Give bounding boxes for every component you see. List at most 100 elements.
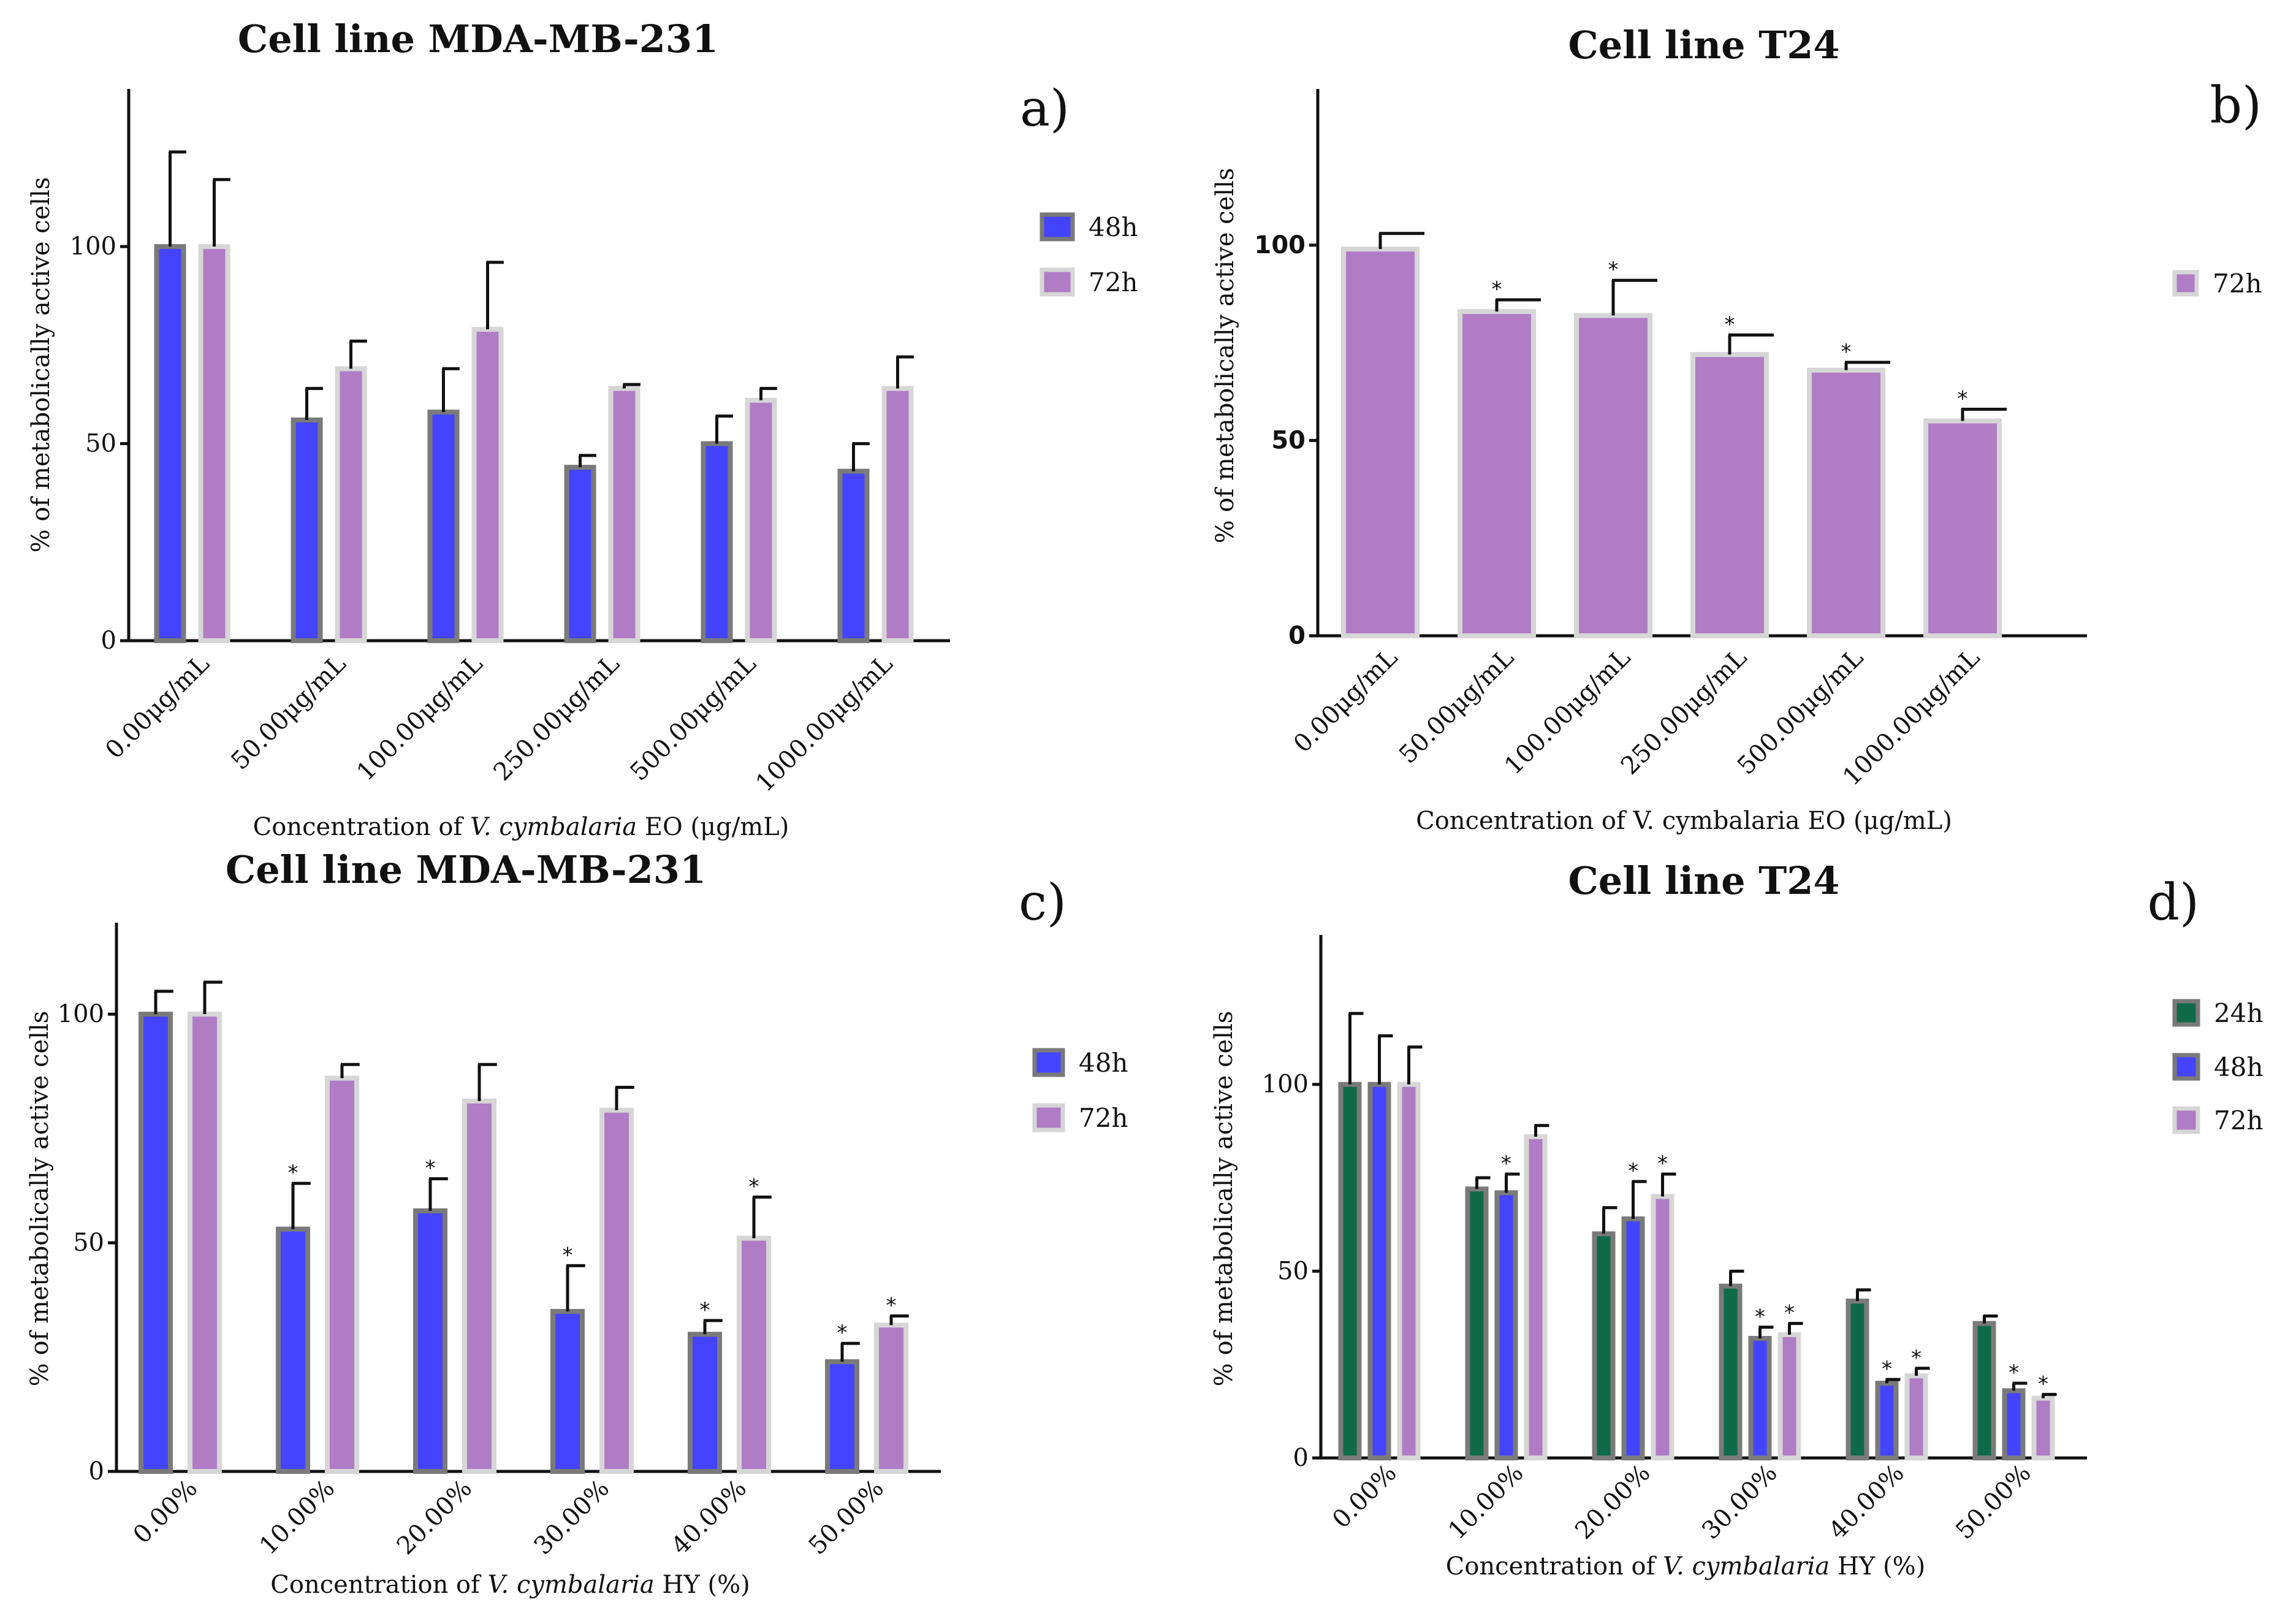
y-tick-label: 100: [70, 232, 116, 261]
legend-label-48h: 48h: [1089, 212, 1138, 242]
y-tick-label: 0: [101, 627, 116, 655]
bar-72h-5: [1923, 418, 2002, 638]
bar-72h-0: [188, 1012, 222, 1474]
bar-48h-1: [1494, 1190, 1518, 1460]
legend-swatch-72h: [1040, 267, 1075, 297]
legend-swatch-48h: [2172, 1053, 2200, 1081]
x-axis-label-part: Concentration of: [1446, 1552, 1663, 1581]
legend-swatch-48h: [1032, 1048, 1065, 1077]
bar-48h-4: [701, 441, 733, 643]
bar-48h-5: [2002, 1388, 2026, 1461]
bar-48h-1: [276, 1226, 310, 1475]
y-axis-label: % of metabolically active cells: [26, 1011, 54, 1387]
bar-48h-3: [1748, 1336, 1772, 1460]
x-tick-label: 40.00%: [1823, 1459, 1909, 1545]
bar-72h-2: [1651, 1194, 1674, 1460]
x-axis-label-part: HY (%): [1830, 1552, 1925, 1581]
legend-label-48h: 48h: [1079, 1048, 1128, 1078]
legend-label-24h: 24h: [2214, 998, 2264, 1028]
bar-24h-4: [1846, 1299, 1869, 1461]
significance-star: *: [1841, 340, 1852, 364]
bar-72h-4: [737, 1235, 771, 1474]
significance-star: *: [2009, 1360, 2019, 1385]
x-tick-label: 40.00%: [666, 1475, 752, 1560]
bar-72h-4: [1904, 1373, 1928, 1460]
bar-48h-3: [550, 1308, 585, 1474]
bar-72h-2: [462, 1098, 496, 1474]
y-tick-label: 0: [89, 1457, 104, 1486]
bar-48h-5: [825, 1359, 859, 1474]
legend-swatch-48h: [1040, 212, 1075, 242]
significance-star: *: [1492, 277, 1502, 302]
x-axis-label-part: Concentration of: [253, 813, 470, 841]
significance-star: *: [749, 1175, 759, 1199]
bar-48h-2: [413, 1208, 447, 1474]
x-tick-label: 10.00%: [254, 1475, 340, 1560]
x-axis-label: Concentration of V. cymbalaria EO (μg/mL…: [253, 813, 789, 841]
bar-72h-1: [1458, 309, 1536, 638]
bar-72h-3: [608, 386, 641, 643]
y-tick-label: 0: [1288, 622, 1306, 650]
legend-swatch-72h: [2172, 270, 2199, 297]
x-tick-label: 0.00μg/mL: [100, 650, 215, 765]
x-tick-label: 20.00%: [1570, 1459, 1655, 1545]
x-axis-label-part: V. cymbalaria: [1663, 1552, 1830, 1581]
bar-72h-5: [2031, 1395, 2055, 1461]
x-axis-label: Concentration of V. cymbalaria HY (%): [270, 1571, 750, 1599]
significance-star: *: [1784, 1301, 1795, 1326]
x-axis-label: Concentration of V. cymbalaria EO (μg/mL…: [1416, 807, 1952, 835]
bar-72h-2: [1574, 313, 1652, 638]
bar-72h-0: [1397, 1082, 1421, 1460]
chart-title: Cell line T24: [1568, 858, 1839, 903]
panel-label: a): [1020, 80, 1070, 138]
significance-star: *: [1911, 1346, 1922, 1370]
legend-swatch-24h: [2172, 999, 2200, 1027]
legend-label-48h: 48h: [2214, 1052, 2264, 1082]
x-axis-label-part: V. cymbalaria: [470, 813, 637, 841]
x-tick-label: 0.00μg/mL: [1288, 644, 1403, 758]
x-tick-label: 20.00%: [392, 1475, 477, 1560]
y-tick-label: 100: [58, 1000, 104, 1028]
bar-72h-3: [599, 1107, 634, 1474]
bar-24h-0: [1338, 1082, 1362, 1460]
chart-title: Cell line MDA-MB-231: [226, 847, 706, 892]
bar-72h-5: [874, 1322, 908, 1474]
significance-star: *: [1958, 386, 1968, 411]
bar-48h-2: [1621, 1216, 1645, 1460]
bar-72h-0: [1341, 246, 1420, 638]
x-tick-label: 50.00%: [804, 1475, 889, 1560]
significance-star: *: [288, 1161, 298, 1185]
y-tick-label: 100: [1262, 1070, 1309, 1099]
y-axis-label: % of metabolically active cells: [27, 177, 55, 553]
bar-72h-3: [1777, 1332, 1801, 1461]
significance-star: *: [1725, 312, 1735, 337]
x-axis-label-part: HY (%): [655, 1571, 750, 1599]
bar-24h-5: [1972, 1321, 1996, 1461]
bar-72h-0: [198, 244, 230, 643]
significance-star: *: [700, 1298, 710, 1322]
y-tick-label: 50: [73, 1229, 104, 1257]
x-tick-label: 10.00%: [1443, 1459, 1529, 1545]
bar-72h-1: [325, 1075, 359, 1475]
legend-swatch-72h: [1032, 1103, 1065, 1132]
panel-d-t24-hy: Cell line T24 d) 0 50 100 % of metabolically …: [1210, 858, 2264, 1581]
x-tick-label: 30.00%: [529, 1475, 615, 1560]
chart-title: Cell line MDA-MB-231: [238, 17, 718, 61]
y-tick-label: 50: [1271, 426, 1306, 454]
bar-48h-2: [427, 410, 460, 644]
bar-24h-3: [1719, 1283, 1743, 1460]
y-tick-label: 100: [1255, 231, 1306, 259]
bar-72h-2: [471, 327, 504, 644]
bar-24h-2: [1592, 1231, 1616, 1461]
panel-a-mda-eo: Cell line MDA-MB-231 a) 0 50 100 % of metabol…: [27, 17, 1138, 841]
legend-label-72h: 72h: [1089, 267, 1138, 297]
bar-48h-1: [291, 418, 323, 643]
x-tick-label: 50.00%: [1950, 1459, 2036, 1545]
y-axis-label: % of metabolically active cells: [1210, 1011, 1238, 1387]
panel-label: d): [2148, 874, 2199, 932]
x-axis-label-part: Concentration of V. cymbalaria EO (μg/mL…: [1416, 807, 1952, 835]
x-tick-label: 1000.00μg/mL: [750, 650, 898, 798]
bar-72h-1: [1524, 1134, 1548, 1460]
significance-star: *: [425, 1156, 436, 1181]
